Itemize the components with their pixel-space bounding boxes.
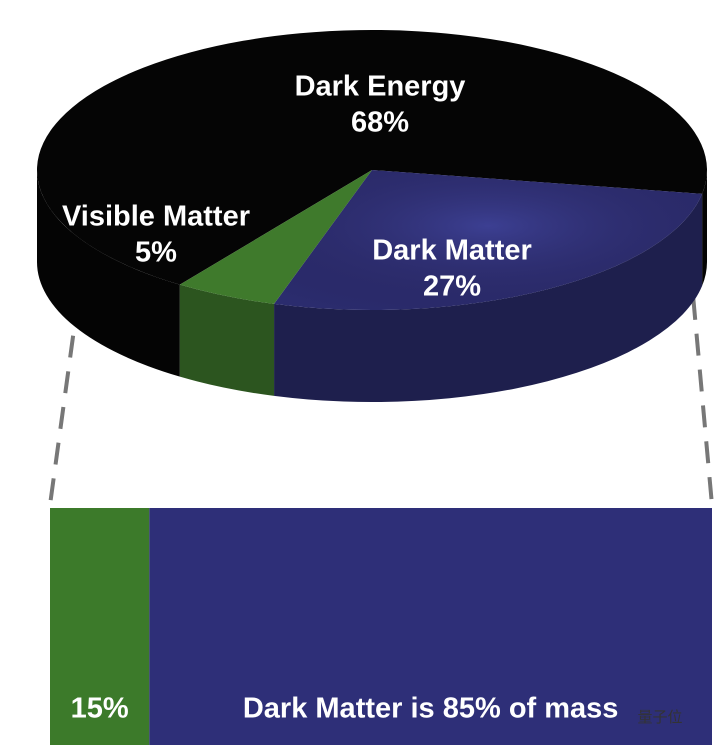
slice-side xyxy=(179,284,275,396)
bar-segment xyxy=(149,508,713,745)
slice-side xyxy=(702,170,707,286)
slice-label: Dark Energy xyxy=(295,71,466,103)
pie-slice xyxy=(179,170,372,304)
zoom-line xyxy=(688,261,714,506)
segment-label: Dark Matter is 85% of mass xyxy=(243,693,619,725)
slice-value: 68% xyxy=(351,107,409,139)
bar-segment xyxy=(50,508,150,745)
segment-label: 15% xyxy=(71,693,129,725)
slice-label: Dark Matter xyxy=(372,235,532,267)
pie-slice xyxy=(37,30,707,285)
slice-label: Visible Matter xyxy=(62,201,250,233)
watermark: 量子位 xyxy=(637,709,682,726)
slice-side xyxy=(274,193,703,402)
slice-value: 5% xyxy=(135,237,177,269)
zoom-line xyxy=(48,299,80,506)
slice-texture xyxy=(274,170,703,310)
slice-side xyxy=(37,170,180,377)
slice-value: 27% xyxy=(423,271,481,303)
